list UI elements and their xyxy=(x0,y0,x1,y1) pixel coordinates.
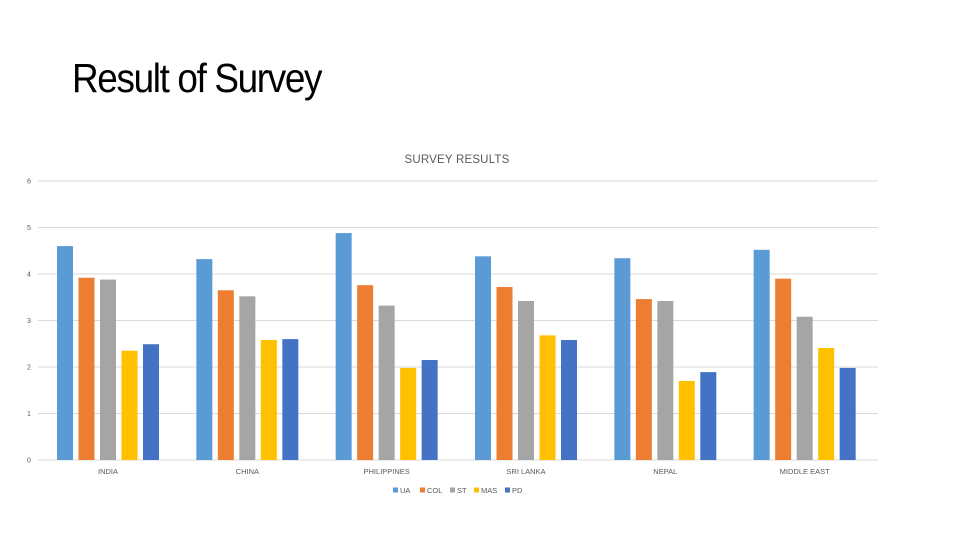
y-axis-ticks: 0 1 2 3 4 5 6 xyxy=(27,179,31,465)
bar-col-sri-lanka xyxy=(496,287,513,460)
bar-mas-sri-lanka xyxy=(539,335,556,460)
legend: UA COL ST MAS PD xyxy=(393,486,523,495)
legend-swatch-mas xyxy=(474,487,479,493)
legend-swatch-st xyxy=(450,487,455,493)
bars xyxy=(57,233,856,460)
bar-ua-philippines xyxy=(335,233,352,460)
y-tick-label: 1 xyxy=(27,411,31,418)
y-tick-label: 6 xyxy=(27,179,31,186)
bar-ua-sri-lanka xyxy=(475,256,491,460)
legend-label-col: COL xyxy=(427,486,442,495)
bar-ua-china xyxy=(196,259,213,460)
legend-swatch-pd xyxy=(505,487,510,493)
category-label: PHILIPPINES xyxy=(364,467,410,476)
y-tick-label: 4 xyxy=(27,272,31,279)
bar-st-nepal xyxy=(657,300,674,460)
bar-st-sri-lanka xyxy=(518,300,534,460)
bar-pd-sri-lanka xyxy=(561,340,577,460)
bar-col-china xyxy=(217,290,234,460)
slide-title: Result of Survey xyxy=(72,55,322,101)
category-labels: INDIA CHINA PHILIPPINES SRI LANKA NEPAL MIDDL… xyxy=(98,467,830,476)
bar-ua-nepal xyxy=(614,258,631,460)
legend-label-st: ST xyxy=(457,486,467,495)
y-tick-label: 3 xyxy=(27,318,31,325)
category-label: CHINA xyxy=(236,467,259,476)
bar-st-india xyxy=(100,279,116,460)
legend-label-pd: PD xyxy=(512,486,523,495)
bar-mas-middle-east xyxy=(818,347,835,460)
bar-pd-china xyxy=(282,339,299,460)
bar-col-nepal xyxy=(635,299,652,460)
bar-st-philippines xyxy=(378,305,395,460)
legend-label-mas: MAS xyxy=(481,486,497,495)
bar-col-middle-east xyxy=(775,278,792,460)
bar-pd-middle-east xyxy=(839,367,856,460)
bar-pd-philippines xyxy=(421,360,438,460)
y-tick-label: 2 xyxy=(27,365,31,372)
bar-st-middle-east xyxy=(796,316,813,460)
bar-mas-china xyxy=(260,340,277,460)
bar-ua-middle-east xyxy=(753,249,770,460)
category-label: MIDDLE EAST xyxy=(780,467,830,476)
bar-mas-philippines xyxy=(400,367,417,460)
legend-label-ua: UA xyxy=(400,486,410,495)
bar-ua-india xyxy=(57,246,73,460)
bar-pd-india xyxy=(143,344,159,460)
bar-mas-nepal xyxy=(678,380,695,460)
category-label: SRI LANKA xyxy=(506,467,545,476)
category-label: INDIA xyxy=(98,467,118,476)
category-label: NEPAL xyxy=(653,467,677,476)
bar-pd-nepal xyxy=(700,372,717,460)
bar-st-china xyxy=(239,296,256,460)
legend-swatch-col xyxy=(420,487,425,493)
legend-swatch-ua xyxy=(393,487,398,493)
bar-col-india xyxy=(78,277,95,460)
bar-col-philippines xyxy=(357,285,374,460)
y-tick-label: 5 xyxy=(27,225,31,232)
bar-mas-india xyxy=(121,350,138,460)
y-tick-label: 0 xyxy=(27,458,31,465)
gridlines xyxy=(38,180,878,461)
chart-title: SURVEY RESULTS xyxy=(404,154,509,166)
